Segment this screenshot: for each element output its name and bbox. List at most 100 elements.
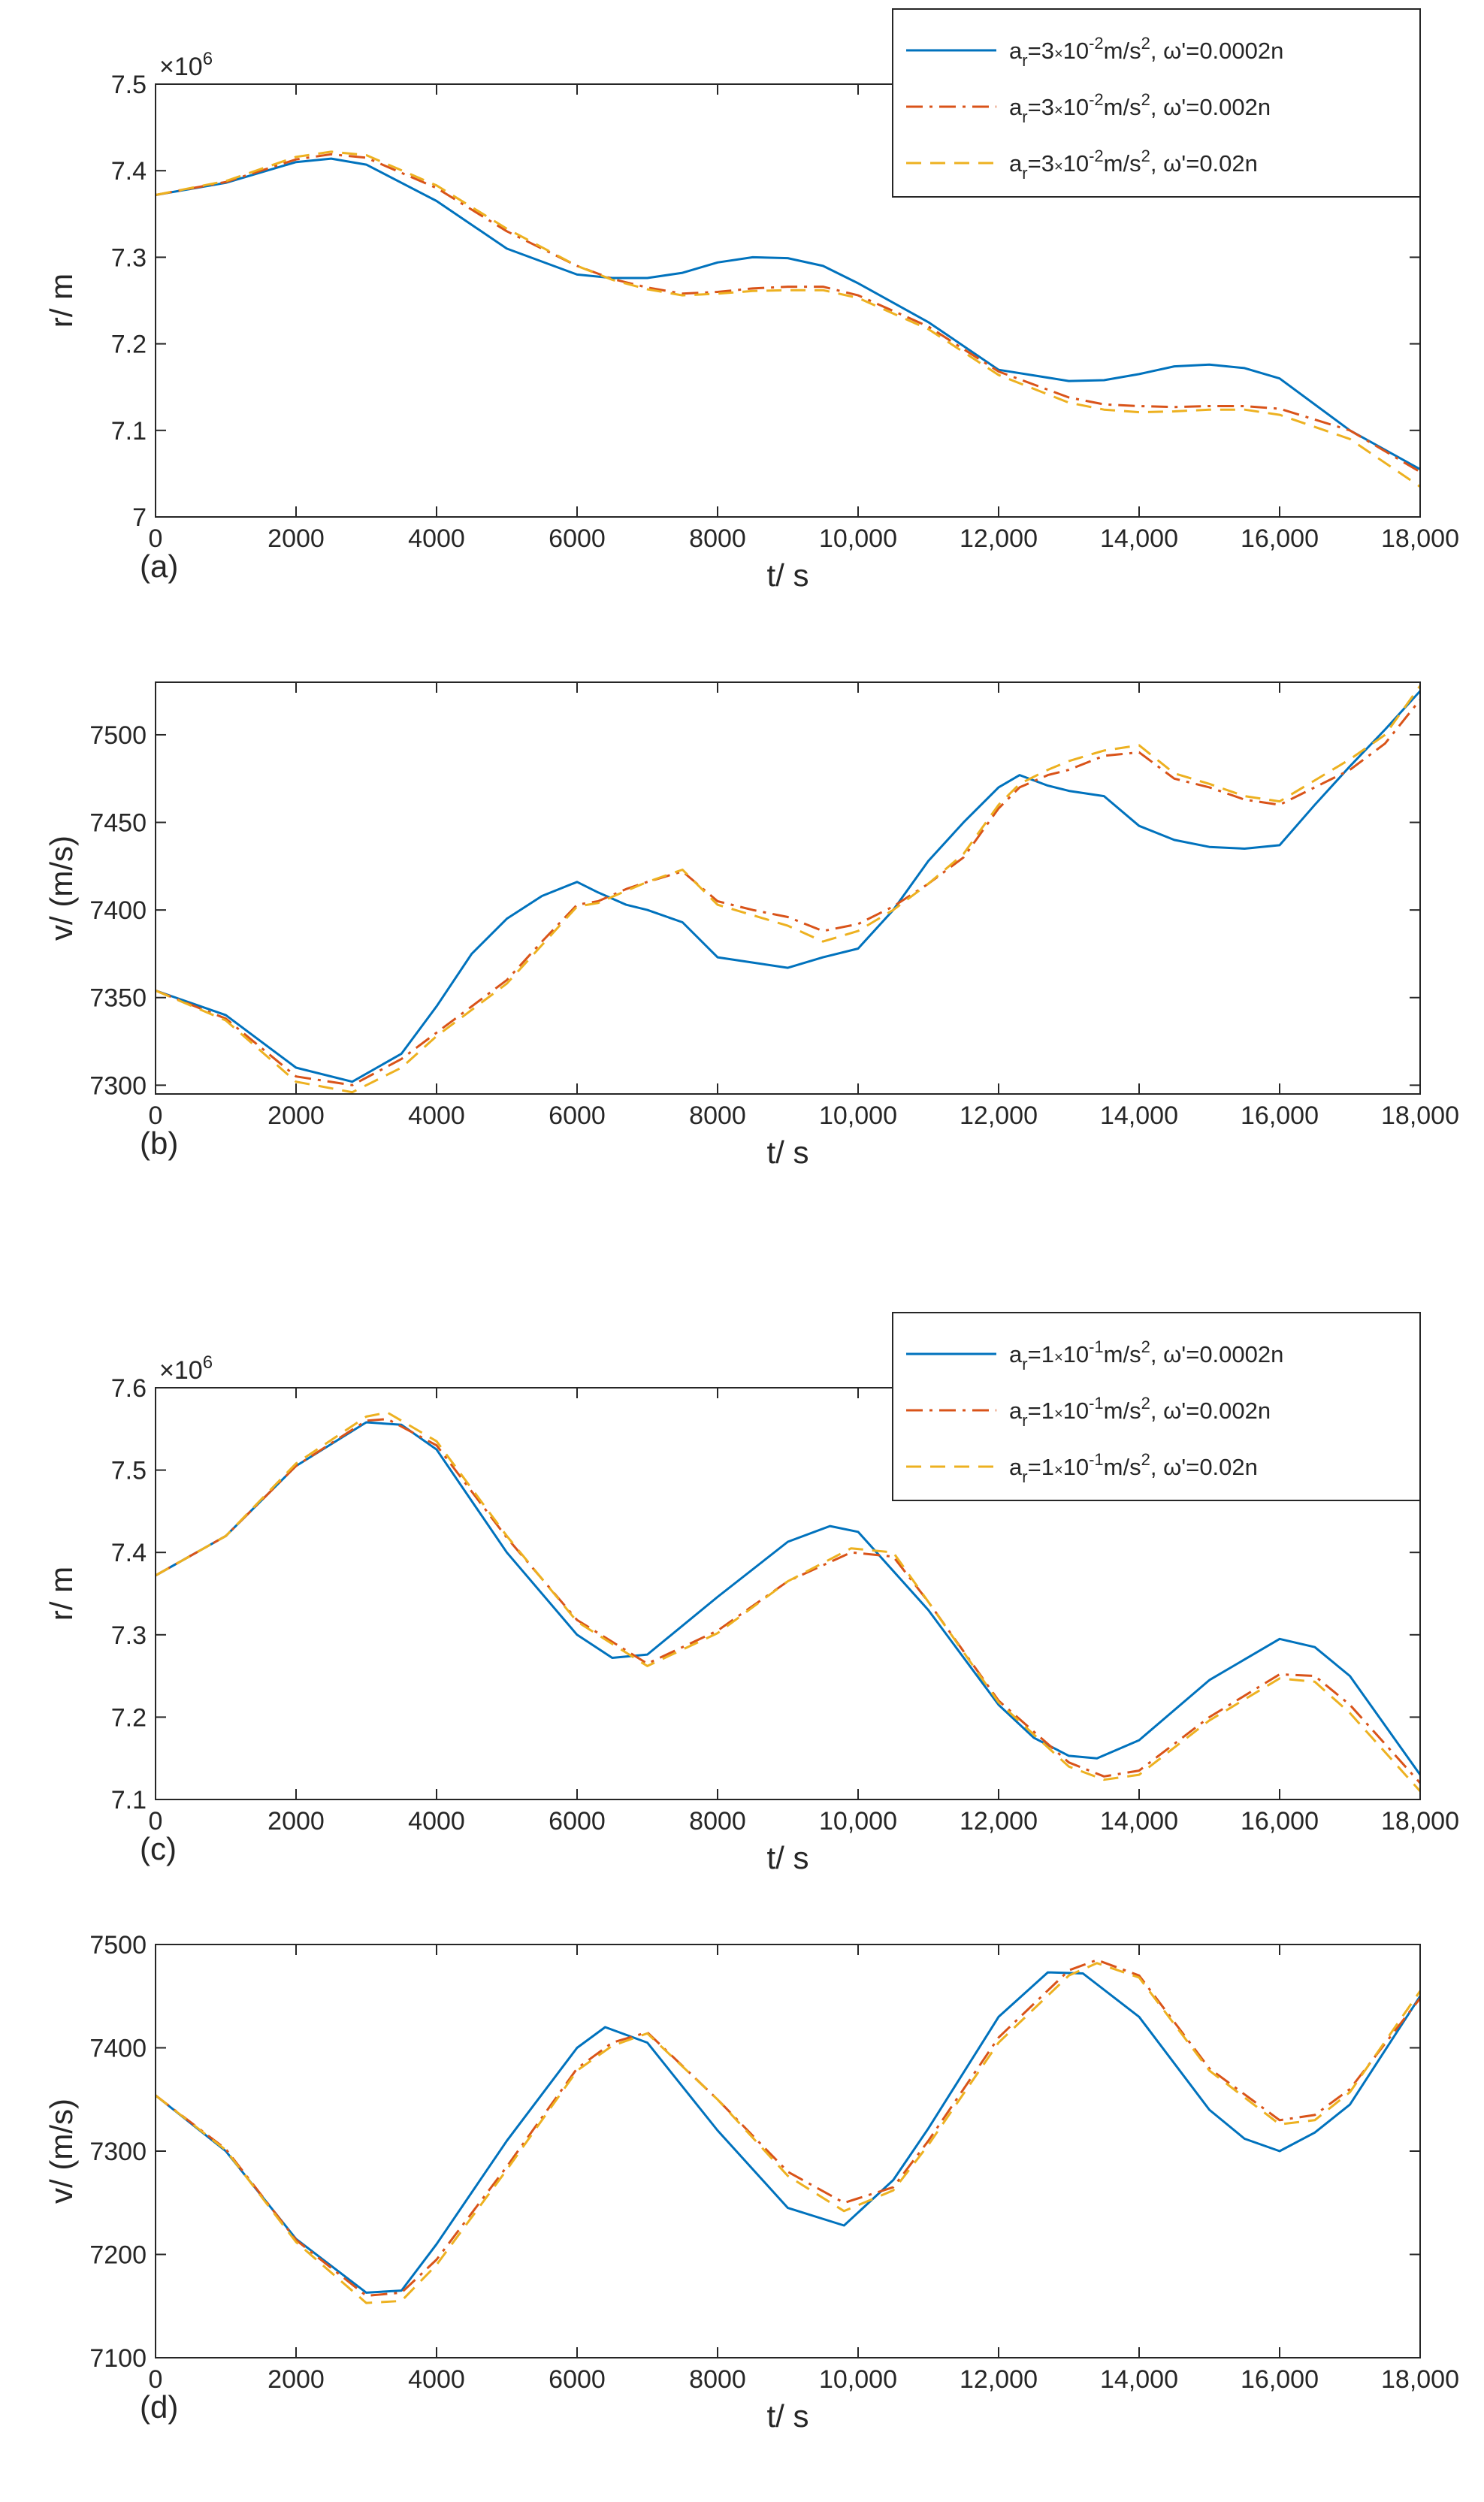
y-tick-label: 7300 [89, 1071, 147, 1100]
legend-text-part: 2 [1141, 90, 1150, 109]
series-line-2 [156, 1418, 1420, 1784]
legend-text-part: r [1022, 1467, 1027, 1486]
legend-text-part: , ω'= [1150, 94, 1199, 120]
y-axis-label: v/ (m/s) [44, 836, 79, 941]
legend-text-part: -2 [1089, 147, 1104, 165]
legend-text-part: 10 [1063, 1341, 1089, 1367]
y-axis-label: v/ (m/s) [44, 2099, 79, 2204]
x-axis-label: t/ s [766, 1135, 808, 1170]
legend-box [892, 8, 1421, 198]
y-tick-label: 7.6 [111, 1374, 147, 1403]
axis-exponent: ×106 [159, 1352, 213, 1385]
series-line-1 [156, 1421, 1420, 1775]
x-tick-label: 4000 [408, 524, 465, 553]
series-line-1 [156, 690, 1420, 1083]
y-tick-label: 7350 [89, 984, 147, 1013]
legend-text-part: a [1009, 150, 1023, 177]
y-tick-label: 7500 [89, 1931, 147, 1960]
x-tick-label: 14,000 [1100, 1807, 1178, 1836]
x-tick-label: 14,000 [1100, 2365, 1178, 2394]
x-tick-label: 10,000 [819, 1807, 897, 1836]
legend-text-part: × [1054, 46, 1063, 62]
legend-text-part: 2 [1141, 1337, 1150, 1356]
exponent-times: ×10 [159, 53, 203, 81]
legend-text-part: = [1028, 94, 1041, 120]
x-axis-label: t/ s [766, 1840, 808, 1875]
legend-text-part: 2 [1141, 1450, 1150, 1469]
x-tick-label: 14,000 [1100, 1101, 1178, 1130]
x-tick-label: 2000 [267, 1807, 325, 1836]
y-tick-label: 7500 [89, 721, 147, 750]
legend-text-part: 1 [1041, 1454, 1054, 1480]
x-tick-label: 0 [149, 1807, 163, 1836]
x-tick-label: 2000 [267, 2365, 325, 2394]
legend-text-part: = [1028, 150, 1041, 177]
x-tick-label: 2000 [267, 524, 325, 553]
legend-text-part: 10 [1063, 38, 1089, 64]
y-tick-label: 7.4 [111, 157, 147, 186]
y-tick-label: 7.1 [111, 1786, 147, 1815]
legend: ar=3×10-2m/s2, ω'=0.0002nar=3×10-2m/s2, … [892, 8, 1421, 198]
legend-text-part: 3 [1041, 150, 1054, 177]
legend-text-part: -1 [1089, 1450, 1104, 1469]
legend-text-part: 2 [1141, 147, 1150, 165]
y-tick-label: 7.1 [111, 417, 147, 446]
legend-text-part: 0.0002n [1199, 38, 1283, 64]
legend-text-part: r [1022, 51, 1027, 70]
legend-text-part: a [1009, 94, 1023, 120]
series-line-3 [156, 684, 1420, 1094]
legend-text-part: × [1054, 1462, 1063, 1479]
legend-text-part: 1 [1041, 1398, 1054, 1424]
legend-text-part: 0.002n [1199, 1398, 1271, 1424]
x-tick-label: 18,000 [1381, 1807, 1459, 1836]
legend-text-part: r [1022, 1411, 1027, 1430]
x-tick-label: 16,000 [1241, 524, 1319, 553]
legend-text-part: m/s [1104, 94, 1141, 120]
x-tick-label: 18,000 [1381, 524, 1459, 553]
x-tick-label: 10,000 [819, 1101, 897, 1130]
x-tick-label: 18,000 [1381, 2365, 1459, 2394]
x-tick-label: 4000 [408, 1101, 465, 1130]
legend-text-part: 1 [1041, 1341, 1054, 1367]
x-tick-label: 10,000 [819, 524, 897, 553]
x-tick-label: 12,000 [960, 1807, 1038, 1836]
legend-entry-3: ar=1×10-1m/s2, ω'=0.02n [1009, 1450, 1258, 1486]
legend-text-part: -1 [1089, 1337, 1104, 1356]
axes-frame [155, 681, 1421, 1095]
y-tick-label: 7300 [89, 2138, 147, 2166]
legend-entry-2: ar=1×10-1m/s2, ω'=0.002n [1009, 1394, 1271, 1430]
x-tick-label: 2000 [267, 1101, 325, 1130]
legend-box [892, 1312, 1421, 1501]
legend-entry-1: ar=3×10-2m/s2, ω'=0.0002n [1009, 34, 1283, 70]
x-tick-label: 8000 [689, 1807, 746, 1836]
y-tick-label: 7450 [89, 809, 147, 838]
legend-text-part: m/s [1104, 1398, 1141, 1424]
legend-text-part: 0.02n [1199, 150, 1258, 177]
legend-text-part: a [1009, 38, 1023, 64]
chart-panel-3: 0 2000 4000 6000 8000 10,000 12,000 14,000 16,00… [44, 1312, 1459, 1875]
y-tick-label: 7200 [89, 2241, 147, 2270]
exponent-power: 6 [203, 1352, 213, 1373]
x-tick-label: 4000 [408, 1807, 465, 1836]
legend-text-part: × [1054, 1349, 1063, 1366]
y-tick-label: 7.3 [111, 1621, 147, 1650]
legend-text-part: -2 [1089, 34, 1104, 53]
y-tick-label: 7.5 [111, 71, 147, 99]
legend-text-part: 3 [1041, 38, 1054, 64]
y-tick-label: 7100 [89, 2344, 147, 2373]
series-line-2 [156, 153, 1420, 473]
legend-text-part: 10 [1063, 1398, 1089, 1424]
legend-text-part: × [1054, 102, 1063, 119]
chart-panel-2: 0 2000 4000 6000 8000 10,000 12,000 14,000 16,00… [44, 681, 1459, 1170]
legend-text-part: × [1054, 159, 1063, 175]
y-tick-label: 7.2 [111, 1703, 147, 1732]
x-tick-label: 14,000 [1100, 524, 1178, 553]
legend-text-part: m/s [1104, 1454, 1141, 1480]
y-axis-label: r/ m [44, 1567, 79, 1621]
legend-text-part: 2 [1141, 1394, 1150, 1413]
axis-exponent: ×106 [159, 49, 213, 81]
x-tick-label: 0 [149, 524, 163, 553]
x-tick-label: 0 [149, 2365, 163, 2394]
exponent-power: 6 [203, 49, 213, 69]
y-tick-label: 7.4 [111, 1539, 147, 1567]
